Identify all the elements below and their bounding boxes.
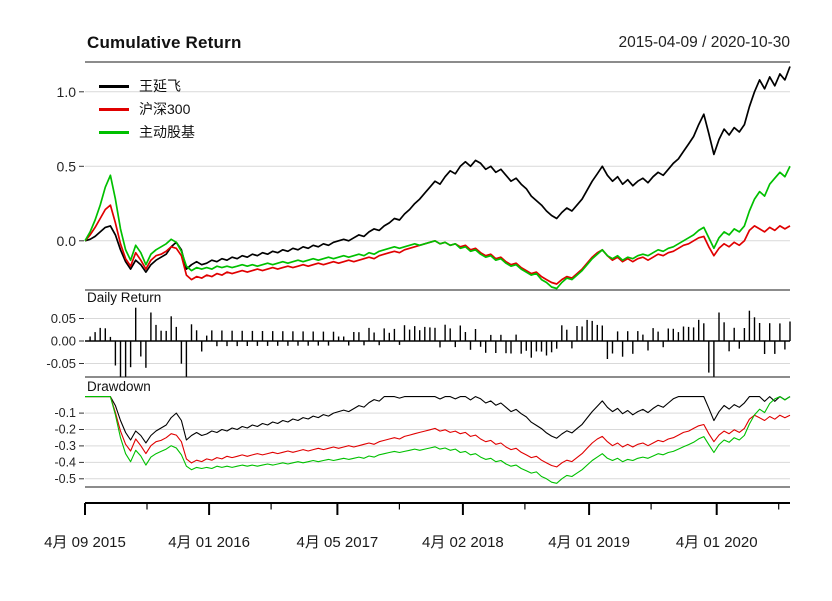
svg-text:-0.5: -0.5 — [54, 472, 76, 486]
legend-label: 主动股基 — [139, 124, 195, 140]
legend-label: 沪深300 — [139, 101, 191, 117]
drawdown-王延飞 — [85, 396, 791, 444]
x-axis: 4月 09 2015 4月 01 2016 4月 05 2017 4月 02 2018… — [44, 502, 790, 551]
svg-text:0.0: 0.0 — [57, 233, 77, 249]
series-王延飞 — [84, 66, 791, 273]
panel-title-daily-return: Daily Return — [87, 290, 162, 305]
svg-text:4月 02 2018: 4月 02 2018 — [422, 534, 504, 551]
panel-drawdown: -0.1 -0.2 -0.3 -0.4 -0.5 — [54, 396, 791, 486]
svg-text:4月 01 2020: 4月 01 2020 — [676, 534, 758, 551]
svg-text:-0.4: -0.4 — [54, 455, 76, 469]
svg-text:4月 01 2016: 4月 01 2016 — [168, 534, 250, 551]
page-title: Cumulative Return — [87, 33, 242, 52]
svg-text:4月 05 2017: 4月 05 2017 — [297, 534, 379, 551]
legend-item-active-funds: 主动股基 — [99, 124, 195, 140]
panel-title-drawdown: Drawdown — [87, 379, 151, 394]
legend-line-swatch-black — [99, 84, 129, 88]
svg-text:-0.1: -0.1 — [54, 406, 76, 420]
legend-line-swatch-green — [99, 130, 129, 134]
drawdown-沪深300 — [85, 396, 791, 468]
panel-cumulative: 0.0 0.5 1.0 — [57, 66, 791, 290]
legend-line-swatch-red — [99, 107, 129, 111]
legend-label: 王延飞 — [139, 78, 181, 94]
legend-item-wyf: 王延飞 — [99, 78, 195, 94]
svg-text:4月 01 2019: 4月 01 2019 — [548, 534, 630, 551]
legend-item-hs300: 沪深300 — [99, 101, 195, 117]
svg-text:4月 09 2015: 4月 09 2015 — [44, 534, 126, 551]
series-主动股基 — [84, 165, 791, 290]
svg-text:0.05: 0.05 — [51, 311, 76, 326]
svg-text:-0.05: -0.05 — [46, 356, 76, 371]
svg-text:0.5: 0.5 — [57, 158, 77, 174]
svg-text:0.00: 0.00 — [51, 334, 76, 349]
panel-daily_return: 0.05 0.00 -0.05 — [46, 307, 791, 377]
date-range-label: 2015-04-09 / 2020-10-30 — [618, 34, 791, 51]
drawdown-主动股基 — [85, 396, 791, 484]
series-沪深300 — [84, 204, 791, 285]
svg-text:-0.3: -0.3 — [54, 439, 76, 453]
svg-text:1.0: 1.0 — [57, 84, 77, 100]
legend: 王延飞 沪深300 主动股基 — [99, 78, 195, 140]
svg-text:-0.2: -0.2 — [54, 423, 76, 437]
